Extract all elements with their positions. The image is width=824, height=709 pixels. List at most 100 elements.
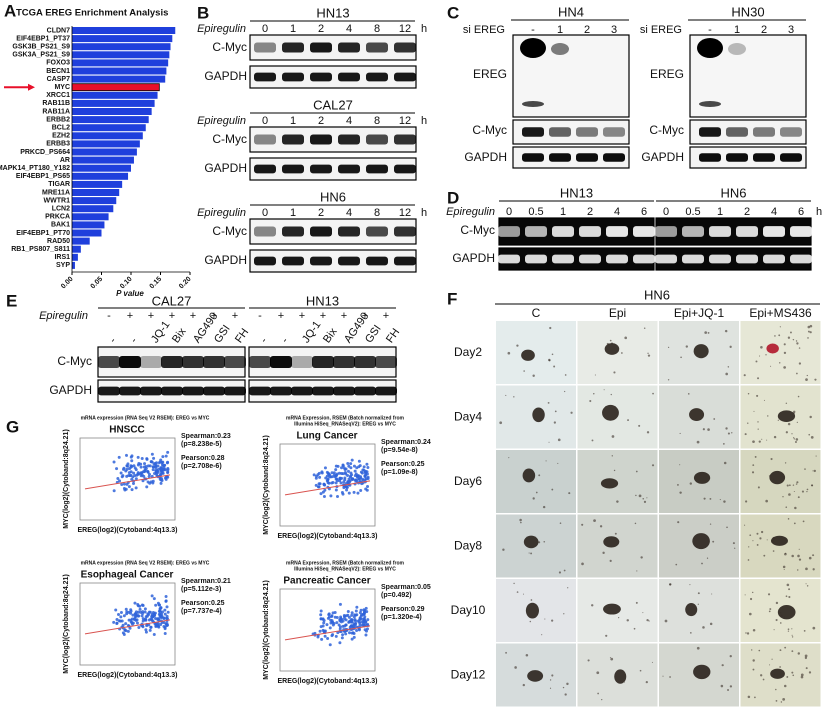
lane-label: - xyxy=(708,24,712,36)
x-axis-label: EREG(log2)(Cytoband:4q13.3) xyxy=(78,527,178,534)
scatter-dot xyxy=(366,618,370,622)
band xyxy=(282,72,304,82)
scatter-dot xyxy=(132,482,136,486)
debris xyxy=(568,492,571,495)
dose: 8 xyxy=(374,115,380,127)
debris xyxy=(748,546,750,548)
plot-header: mRNA expression (RNA Seq V2 RSEM): EREG … xyxy=(81,560,210,566)
debris xyxy=(719,499,721,501)
debris xyxy=(564,374,567,376)
blot xyxy=(249,126,417,153)
debris xyxy=(754,696,756,699)
debris xyxy=(702,428,705,431)
band xyxy=(552,226,574,237)
debris xyxy=(528,552,530,554)
bar xyxy=(72,108,152,115)
scatter-dot xyxy=(154,603,158,607)
scatter-dot xyxy=(326,636,330,640)
scatter-dot xyxy=(115,621,119,625)
scatter-dot xyxy=(318,482,322,486)
regression-line xyxy=(84,474,171,490)
debris xyxy=(752,659,755,662)
band xyxy=(282,164,304,174)
band xyxy=(709,226,731,237)
debris xyxy=(758,440,761,443)
debris xyxy=(643,500,647,503)
band xyxy=(366,226,388,237)
debris xyxy=(752,629,756,632)
scatter-dot xyxy=(124,469,128,473)
debris xyxy=(727,366,730,368)
scatter-dot xyxy=(364,606,368,610)
debris xyxy=(763,399,765,401)
debris xyxy=(796,421,798,423)
band xyxy=(728,43,746,55)
scatter-dot xyxy=(121,623,125,627)
debris xyxy=(558,571,562,574)
debris xyxy=(782,496,784,498)
debris xyxy=(783,616,785,618)
dose: 4 xyxy=(614,206,620,218)
debris xyxy=(795,340,798,342)
debris xyxy=(791,628,793,630)
debris xyxy=(519,518,522,522)
band xyxy=(780,153,802,162)
category-label: PRKCD_PS664 xyxy=(20,149,70,156)
band xyxy=(182,386,204,396)
category-label: XRCC1 xyxy=(46,92,70,99)
band xyxy=(790,254,812,264)
scatter-dot xyxy=(152,632,156,636)
scatter-dot xyxy=(354,472,358,476)
debris xyxy=(761,438,763,440)
scatter-dot xyxy=(165,461,169,465)
scatter-dot xyxy=(327,615,331,619)
debris xyxy=(724,329,728,333)
scatter-dot xyxy=(365,610,369,614)
debris xyxy=(614,532,617,535)
statistic: (p=5.112e-3) xyxy=(181,586,221,593)
row-label: GAPDH xyxy=(641,150,684,164)
debris xyxy=(812,568,815,571)
band xyxy=(338,134,360,145)
row-label: C-Myc xyxy=(649,123,684,137)
cell-line: HN13 xyxy=(560,185,593,200)
debris xyxy=(548,359,551,362)
scatter-dot xyxy=(366,465,370,469)
statistic: Pearson:0.25 xyxy=(181,600,225,607)
scatter-dot xyxy=(354,613,358,617)
scatter-dot xyxy=(332,471,336,475)
band xyxy=(576,127,598,137)
category-label: SYP xyxy=(56,262,70,269)
scatter-dot xyxy=(350,631,354,635)
day-label: Day2 xyxy=(454,345,482,359)
bar xyxy=(72,172,129,180)
debris xyxy=(591,439,594,442)
scatter-dot xyxy=(338,625,342,629)
dose: 12 xyxy=(399,23,411,35)
band xyxy=(282,134,304,145)
dose: 4 xyxy=(346,115,352,127)
debris xyxy=(646,618,649,622)
scatter-dot xyxy=(334,481,338,485)
debris xyxy=(743,374,746,377)
row-label: GAPDH xyxy=(204,253,247,267)
debris xyxy=(701,562,703,565)
band xyxy=(549,153,571,162)
statistic: Spearman:0.23 xyxy=(181,433,231,440)
band xyxy=(603,153,625,162)
debris xyxy=(760,530,764,534)
spheroid xyxy=(766,343,779,354)
bar xyxy=(72,180,123,188)
category-label: FOXO3 xyxy=(46,60,70,67)
debris xyxy=(746,632,750,635)
debris xyxy=(680,356,682,359)
band xyxy=(310,134,332,145)
scatter-dot xyxy=(341,463,345,467)
debris xyxy=(696,440,700,444)
inhibitor: - xyxy=(258,335,270,345)
debris xyxy=(636,570,638,572)
scatter-dot xyxy=(319,609,323,613)
band xyxy=(282,42,304,53)
debris xyxy=(751,649,753,651)
